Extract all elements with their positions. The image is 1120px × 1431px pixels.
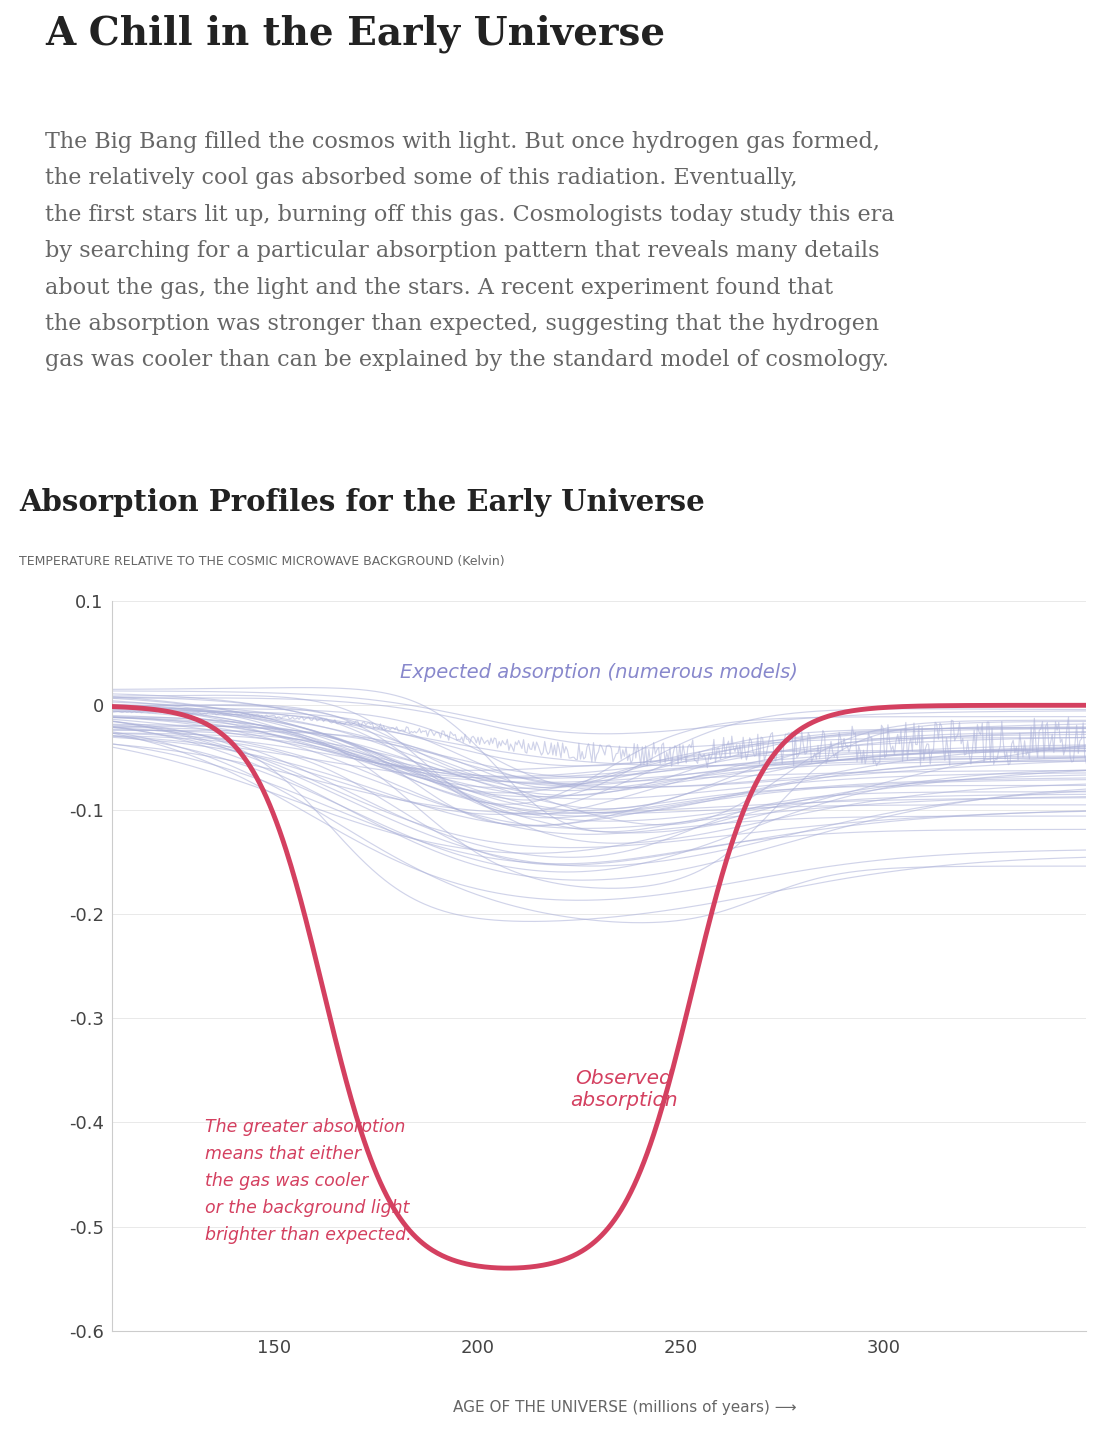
Text: TEMPERATURE RELATIVE TO THE COSMIC MICROWAVE BACKGROUND (Kelvin): TEMPERATURE RELATIVE TO THE COSMIC MICRO… bbox=[19, 555, 505, 568]
Text: Absorption Profiles for the Early Universe: Absorption Profiles for the Early Univer… bbox=[19, 488, 706, 517]
Text: Expected absorption (numerous models): Expected absorption (numerous models) bbox=[400, 663, 799, 683]
Text: The greater absorption
means that either
the gas was cooler
or the background li: The greater absorption means that either… bbox=[205, 1118, 411, 1245]
Text: The Big Bang filled the cosmos with light. But once hydrogen gas formed,
the rel: The Big Bang filled the cosmos with ligh… bbox=[45, 130, 894, 372]
Text: AGE OF THE UNIVERSE (millions of years) ⟶: AGE OF THE UNIVERSE (millions of years) … bbox=[452, 1400, 796, 1415]
Text: Observed
absorption: Observed absorption bbox=[570, 1069, 678, 1110]
Text: A Chill in the Early Universe: A Chill in the Early Universe bbox=[45, 14, 665, 53]
